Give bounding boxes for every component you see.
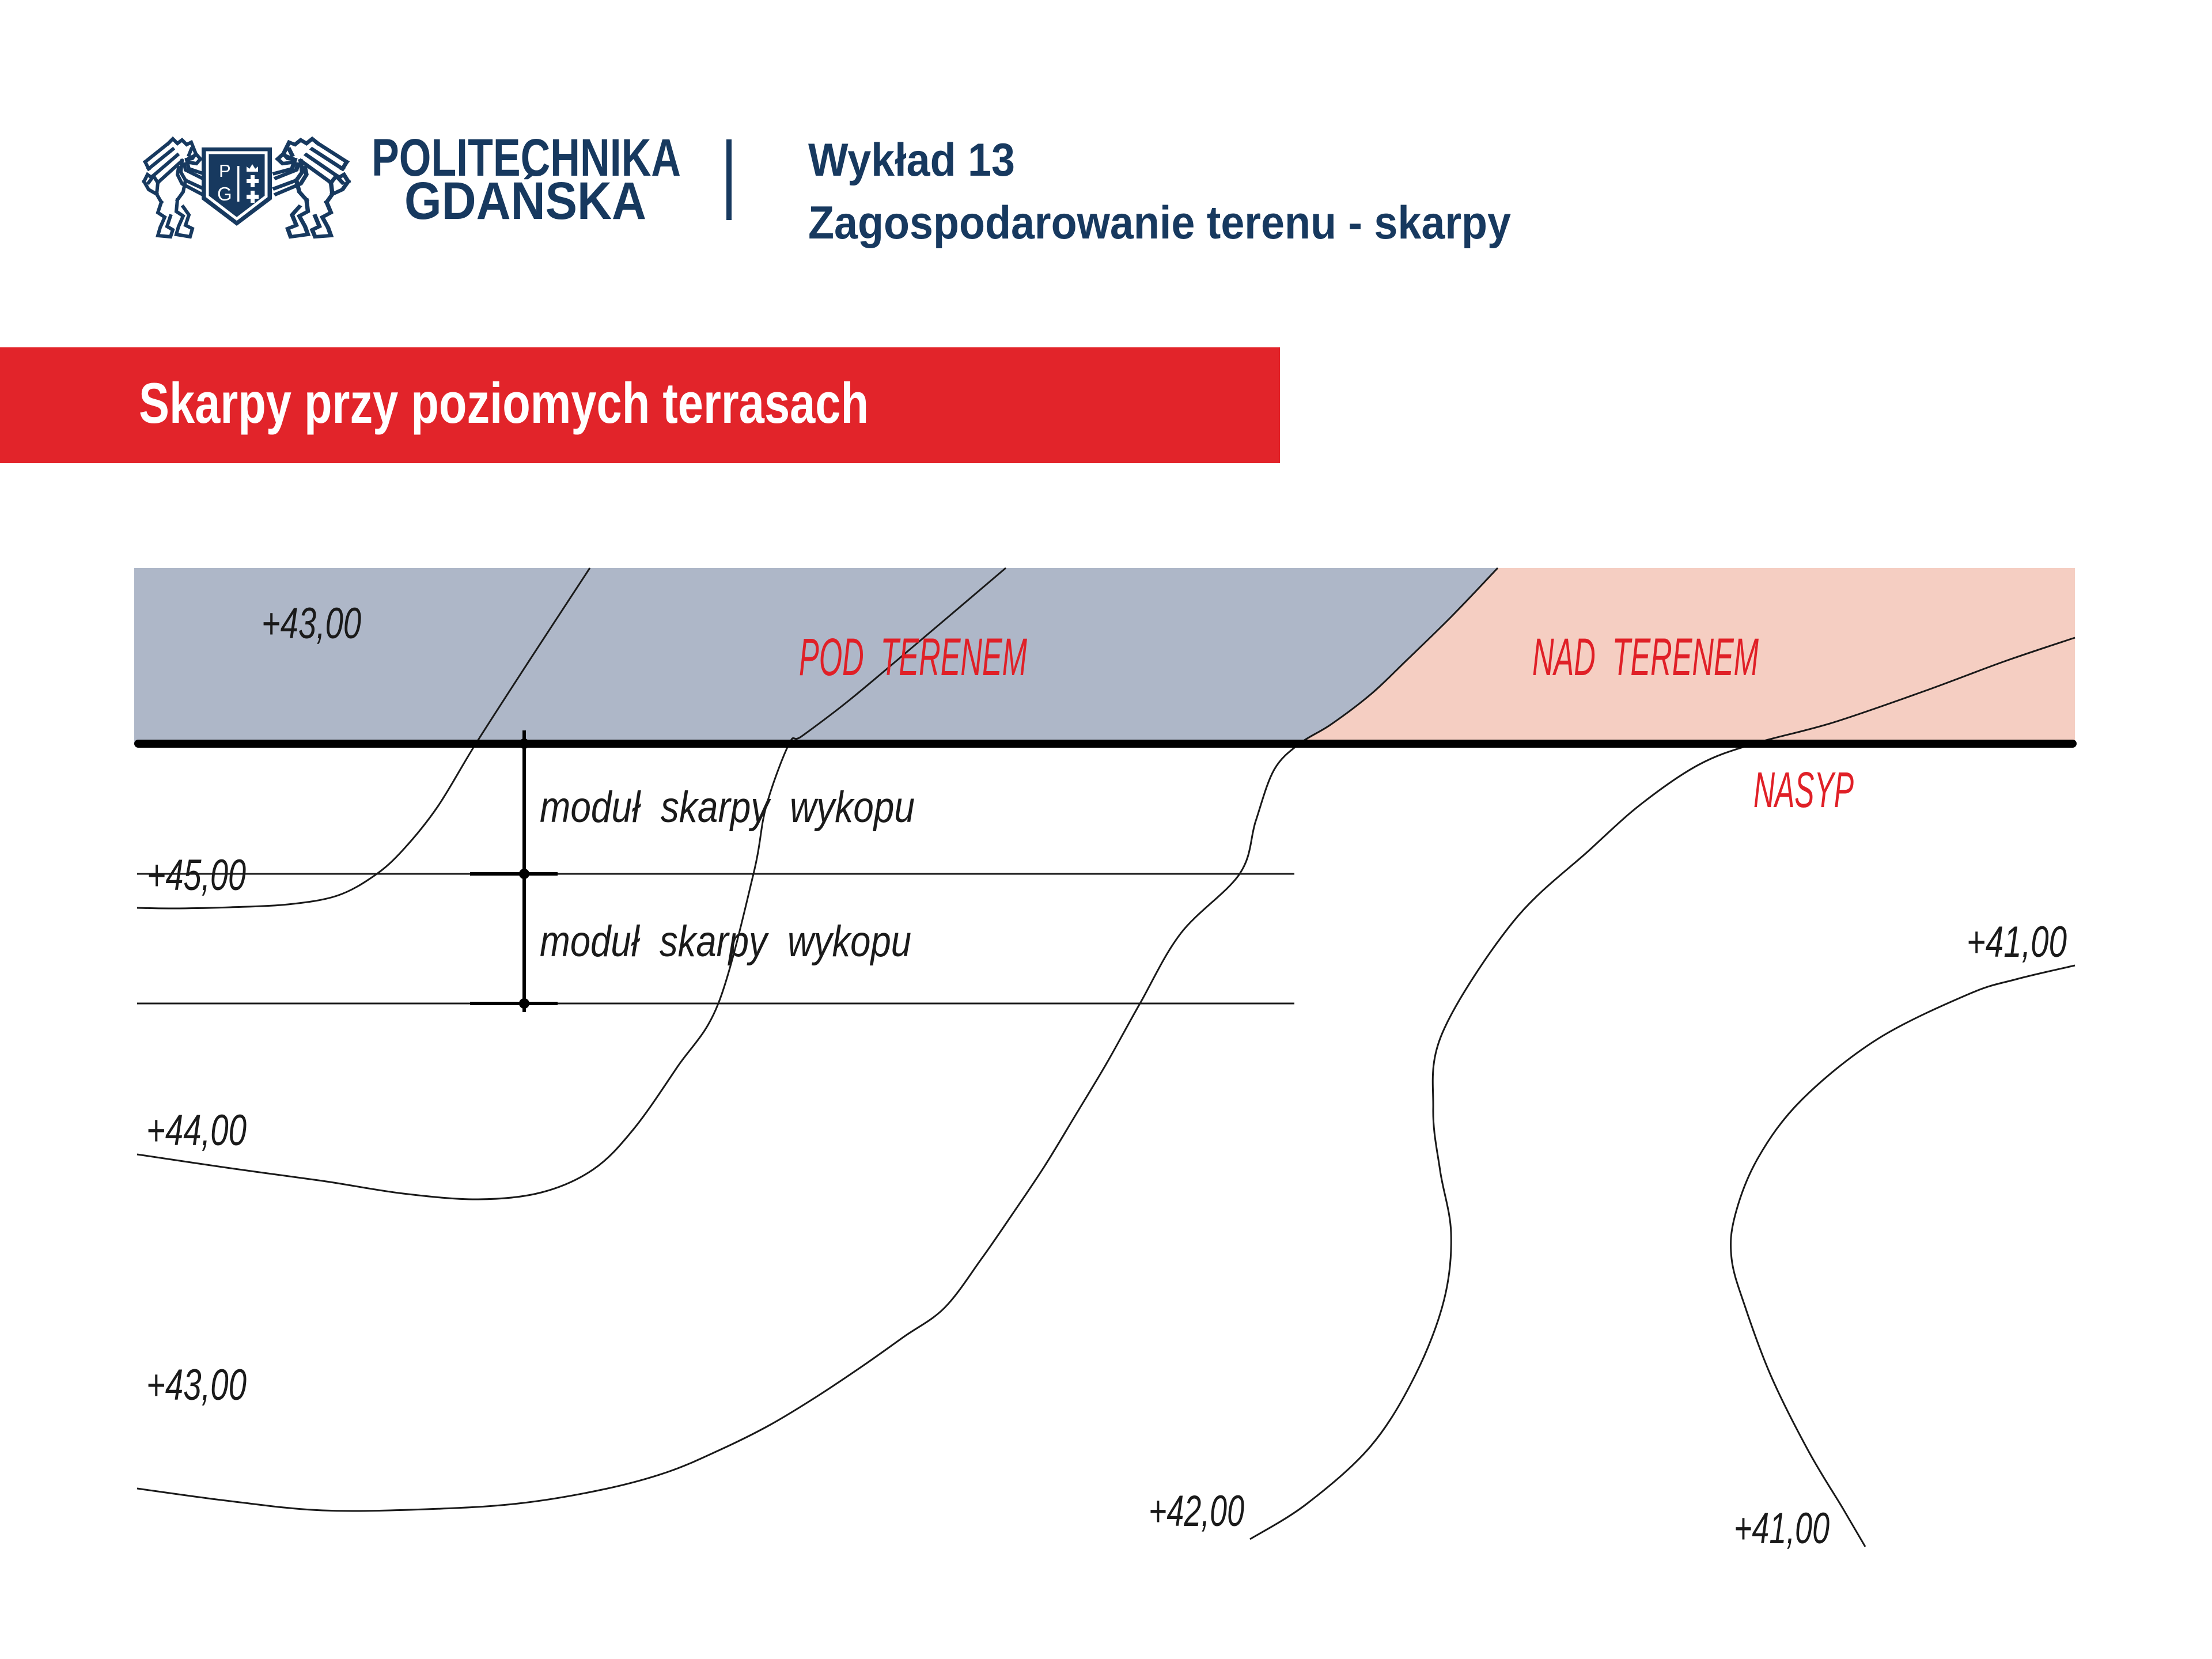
svg-text:+44,00: +44,00 — [146, 1106, 247, 1155]
svg-text:+43,00: +43,00 — [146, 1361, 247, 1410]
svg-text:GDAŃSKA: GDAŃSKA — [404, 171, 646, 230]
svg-text:P: P — [219, 161, 231, 181]
svg-text:G: G — [217, 183, 232, 204]
svg-text:Wykład 13: Wykład 13 — [808, 134, 1015, 186]
svg-text:NASYP: NASYP — [1753, 762, 1854, 818]
svg-text:+43,00: +43,00 — [262, 599, 361, 648]
svg-text:NAD TERENEM: NAD TERENEM — [1532, 628, 1759, 687]
svg-text:+42,00: +42,00 — [1149, 1487, 1244, 1536]
svg-text:+41,00: +41,00 — [1967, 918, 2067, 967]
svg-text:moduł skarpy wykopu: moduł skarpy wykopu — [540, 917, 911, 966]
svg-text:+41,00: +41,00 — [1734, 1504, 1830, 1553]
svg-text:POD TERENEM: POD TERENEM — [799, 628, 1027, 687]
svg-text:Zagospodarowanie terenu - skar: Zagospodarowanie terenu - skarpy — [808, 197, 1511, 249]
svg-text:POLITECHNIKA: POLITECHNIKA — [372, 128, 681, 187]
svg-text:moduł skarpy wykopu: moduł skarpy wykopu — [540, 783, 915, 832]
svg-text:+45,00: +45,00 — [147, 851, 246, 900]
svg-text:Skarpy przy poziomych terrasac: Skarpy przy poziomych terrasach — [139, 371, 869, 435]
